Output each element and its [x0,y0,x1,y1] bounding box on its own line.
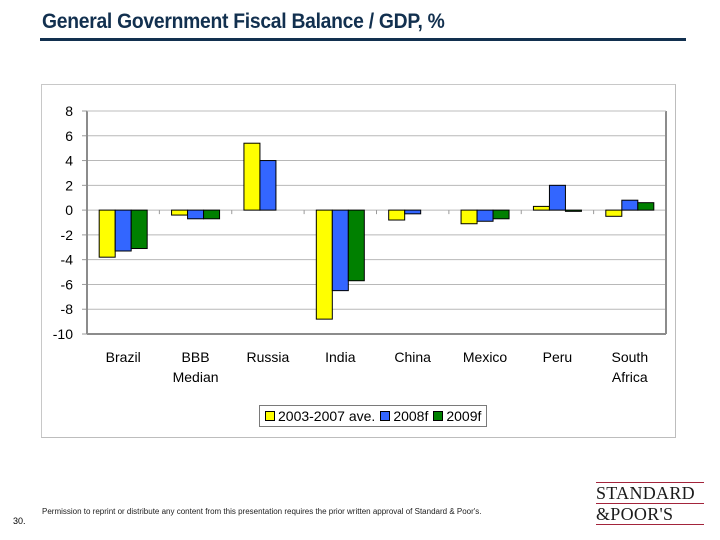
bar-2008f-india [331,209,349,292]
bar-2003-2007-ave--peru [532,205,550,211]
bar-2009f-india [347,209,365,282]
bar-2003-2007-ave--mexico [460,209,478,225]
bar-2008f-russia [259,160,277,211]
logo-rule [596,524,704,525]
x-tick-label: China [394,349,431,365]
axes [82,110,667,335]
bar-2003-2007-ave--russia [243,142,261,211]
legend-label: 2003-2007 ave. [278,408,376,424]
y-tick-label: -8 [61,301,74,317]
y-tick-label: 2 [65,177,73,193]
legend-item: 2009f [433,408,481,424]
bar-2003-2007-ave--bbb-median [171,209,189,216]
y-tick-label: -4 [61,252,74,268]
legend-item: 2008f [380,408,428,424]
legend-label: 2008f [393,408,429,424]
y-tick-label: 4 [65,153,73,169]
bar-2008f-bbb-median [187,209,205,220]
bar-2003-2007-ave--china [388,209,406,221]
bar-2008f-china [404,209,422,215]
bar-2009f-south-africa [637,202,655,211]
page-title: General Government Fiscal Balance / GDP,… [42,10,445,33]
bars [98,142,655,320]
legend-swatch-series-1 [380,411,391,421]
bar-2008f-peru [548,184,566,211]
bar-2008f-mexico [476,209,494,222]
bar-2009f-bbb-median [203,209,221,220]
bar-2008f-south-africa [621,199,639,211]
y-tick-label: -2 [61,227,74,243]
bar-2003-2007-ave--south-africa [605,209,623,217]
legend-swatch-series-2 [433,411,444,421]
chart-legend: 2003-2007 ave. 2008f 2009f [259,405,488,427]
y-tick-label: 0 [65,202,73,218]
y-tick-label: -10 [53,326,73,342]
bar-2008f-brazil [114,209,132,252]
x-tick-label: Africa [612,369,648,385]
title-underline [40,38,686,41]
y-tick-label: -6 [61,276,74,292]
x-tick-label: Russia [247,349,290,365]
legend-item: 2003-2007 ave. [265,408,375,424]
logo-line-2: &POOR'S [596,504,674,524]
x-tick-label: Peru [543,349,573,365]
x-tick-label: Mexico [463,349,508,365]
plot-area [87,111,666,334]
bar-2009f-mexico [492,209,510,220]
standard-and-poors-logo: STANDARD &POOR'S [596,482,704,525]
bar-2009f-brazil [130,209,148,250]
logo-rule [596,503,704,504]
x-tick-label: South [612,349,649,365]
bar-2009f-peru [564,209,582,212]
x-tick-label: Brazil [106,349,141,365]
bar-2003-2007-ave--india [315,209,333,320]
page-number: 30. [13,516,26,526]
x-tick-label: India [325,349,356,365]
logo-rule [596,482,704,483]
y-tick-label: 6 [65,128,73,144]
y-tick-label: 8 [65,103,73,119]
copyright-notice: Permission to reprint or distribute any … [42,507,482,516]
x-tick-label: BBB [182,349,210,365]
y-tick-labels: 8 6 4 2 0 -2 -4 -6 -8 -10 [53,103,73,342]
bar-2003-2007-ave--brazil [98,209,116,258]
logo-line-1: STANDARD [596,483,695,503]
legend-swatch-series-0 [265,411,275,421]
gridlines [87,110,666,335]
x-tick-labels: Brazil BBB Median Russia India China Mexico Per… [106,349,648,385]
x-tick-label: Median [173,369,219,385]
legend-label: 2009f [446,408,482,424]
